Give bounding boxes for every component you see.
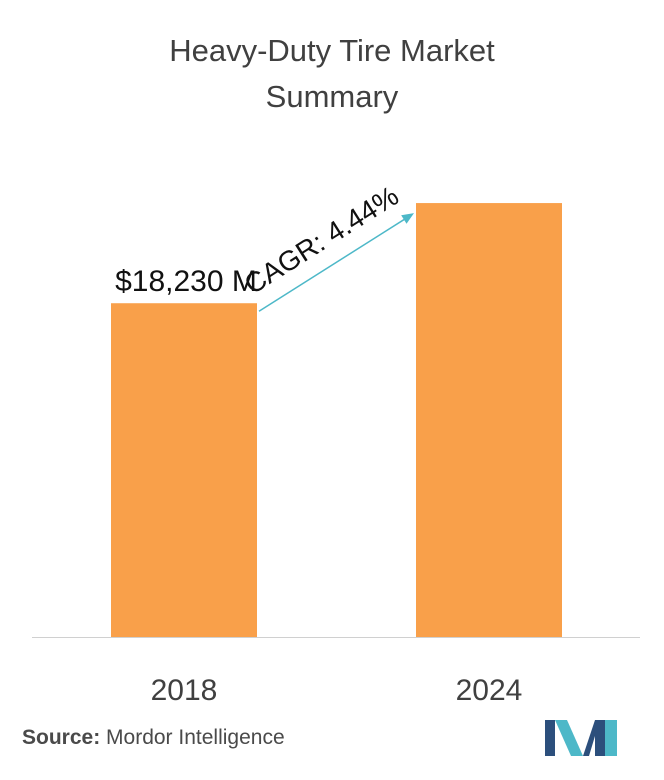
logo-right-accent [605,720,617,756]
chart-title-line-1: Heavy-Duty Tire Market [169,33,495,68]
cagr-arrow-line [258,216,409,312]
data-label-2018: $18,230 M [115,265,257,298]
logo-left-shape [545,720,555,756]
x-tick-label-2018: 2018 [151,674,218,707]
bar-2018 [111,303,257,637]
source-text: Mordor Intelligence [106,726,285,749]
mordor-intelligence-logo-icon [545,720,617,756]
source-note: Source: Mordor Intelligence [22,726,285,750]
cagr-arrow-head [401,213,414,224]
chart-title-line-2: Summary [265,79,399,114]
x-tick-label-2024: 2024 [456,674,523,707]
cagr-annotation: CAGR: 4.44% [239,180,404,300]
chart-title: Heavy-Duty Tire Market Summary [0,28,664,120]
logo-right-shape [583,720,605,756]
logo-mid-shape [555,720,583,756]
source-label: Source: [22,726,101,749]
bar-2024 [416,203,562,637]
